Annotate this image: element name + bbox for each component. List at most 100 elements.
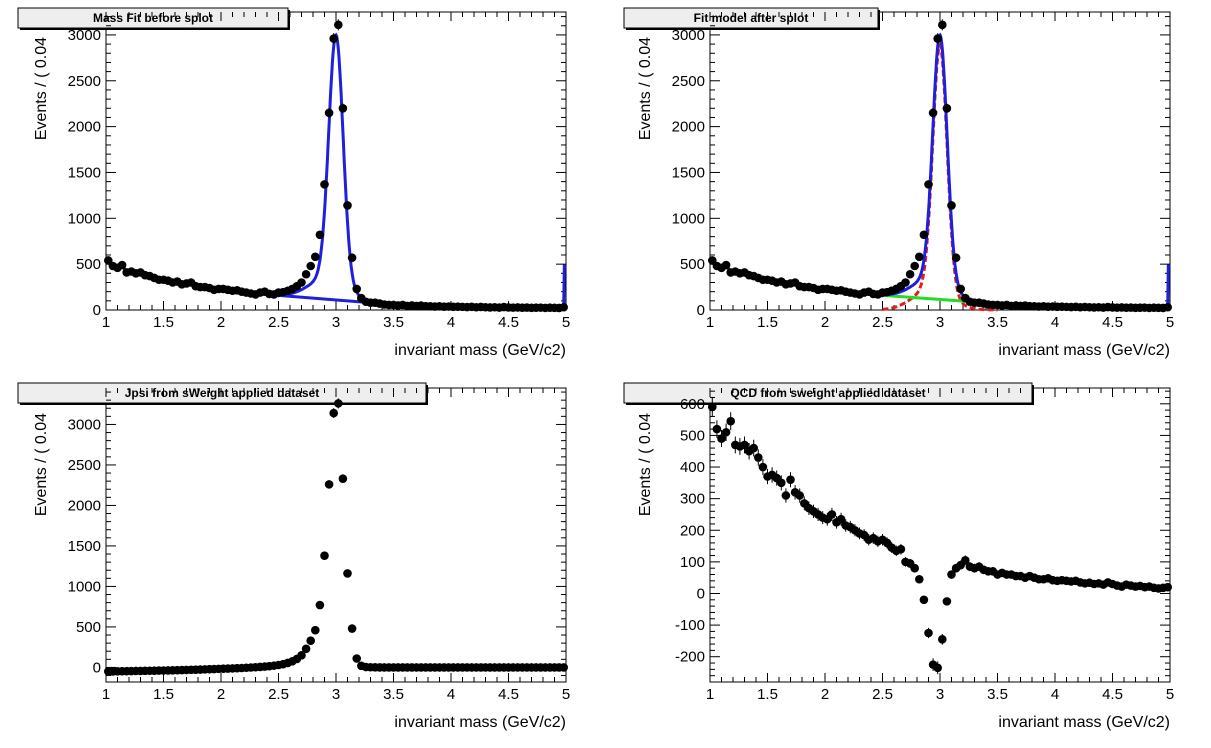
y-tick-label: 500 xyxy=(680,427,705,444)
y-tick-label: 600 xyxy=(680,396,705,413)
chart-title: QCD from sweight applied dataset xyxy=(730,386,925,400)
data-point xyxy=(334,399,343,408)
data-point xyxy=(942,597,952,606)
data-point xyxy=(938,635,947,644)
x-tick-label: 2 xyxy=(821,686,829,703)
data-point xyxy=(951,253,961,263)
chart-panel-3: Jpsi from sWeight applied dataset 1 1.5 2 2.… xyxy=(17,382,570,731)
y-tick-label: 1000 xyxy=(68,210,101,227)
data-point xyxy=(559,302,568,312)
data-point xyxy=(712,424,722,434)
x-tick-label: 3.5 xyxy=(987,686,1008,703)
data-point xyxy=(919,230,929,240)
y-tick-label: 2500 xyxy=(68,457,101,474)
y-tick-label: 3000 xyxy=(68,27,101,44)
data-point xyxy=(827,510,837,519)
plot-frame xyxy=(709,387,1171,683)
x-tick-label: 3.5 xyxy=(383,686,404,703)
data-point xyxy=(786,475,795,484)
data-point xyxy=(915,252,924,262)
chart-title: Mass Fit before splot xyxy=(93,11,213,25)
data-point xyxy=(311,252,320,262)
data-point xyxy=(901,278,910,287)
data-point xyxy=(777,478,786,488)
y-axis-label: Events / ( 0.04 xyxy=(33,37,50,140)
data-point xyxy=(938,20,947,30)
data-point xyxy=(329,408,339,418)
plot-frame xyxy=(105,387,567,683)
x-tick-label: 2 xyxy=(821,314,829,331)
y-tick-label: 0 xyxy=(697,585,705,602)
data-point xyxy=(347,253,357,263)
x-tick-label: 1.5 xyxy=(757,314,778,331)
chart-title: Fit model after splot xyxy=(694,11,809,25)
x-tick-label: 4 xyxy=(1051,686,1059,703)
x-tick-label: 5 xyxy=(1166,314,1174,331)
chart-title: Jpsi from sWeight applied dataset xyxy=(125,386,319,400)
data-point xyxy=(896,544,906,554)
y-tick-label: 1500 xyxy=(68,164,101,181)
y-tick-label: 200 xyxy=(680,522,705,539)
data-point xyxy=(306,636,316,645)
data-point xyxy=(117,260,127,270)
data-point xyxy=(1163,302,1172,312)
data-point xyxy=(781,491,791,500)
data-point xyxy=(352,654,362,663)
data-point xyxy=(924,180,933,189)
x-tick-label: 4 xyxy=(1051,314,1059,331)
data-point xyxy=(315,600,325,610)
y-tick-label: 0 xyxy=(697,302,705,319)
plot-frame xyxy=(709,11,1171,311)
y-tick-label: 2500 xyxy=(672,73,705,90)
data-point xyxy=(301,269,311,279)
x-tick-label: 4.5 xyxy=(1102,314,1123,331)
y-tick-label: -100 xyxy=(675,617,705,634)
x-tick-label: 3.5 xyxy=(383,314,404,331)
x-tick-label: 3 xyxy=(332,314,340,331)
x-axis-label: invariant mass (GeV/c2) xyxy=(998,342,1170,359)
data-point xyxy=(343,201,352,210)
data-point xyxy=(956,284,965,294)
data-point xyxy=(1163,582,1172,592)
data-point xyxy=(559,663,568,672)
data-point xyxy=(721,260,731,270)
x-tick-label: 4.5 xyxy=(498,686,519,703)
y-tick-label: 500 xyxy=(76,619,101,636)
y-tick-label: 100 xyxy=(680,554,705,571)
y-tick-label: 300 xyxy=(680,491,705,508)
signal-fit-curve xyxy=(882,42,998,312)
y-tick-label: 3000 xyxy=(68,416,101,433)
y-tick-label: 3000 xyxy=(672,27,705,44)
x-tick-label: 3.5 xyxy=(987,314,1008,331)
data-point xyxy=(320,180,329,189)
data-point xyxy=(708,402,717,412)
x-tick-label: 1 xyxy=(706,686,714,703)
y-tick-label: 2000 xyxy=(672,119,705,136)
x-axis-label: invariant mass (GeV/c2) xyxy=(394,714,566,731)
data-point xyxy=(758,462,768,472)
x-tick-label: 5 xyxy=(562,686,570,703)
data-point xyxy=(306,261,316,271)
data-point xyxy=(726,416,735,426)
data-point xyxy=(301,644,311,654)
y-tick-label: 500 xyxy=(76,256,101,273)
y-tick-label: 2000 xyxy=(68,497,101,514)
x-tick-label: 1 xyxy=(706,314,714,331)
y-tick-label: 1500 xyxy=(68,538,101,555)
y-tick-label: 0 xyxy=(93,302,101,319)
y-tick-label: 0 xyxy=(93,659,101,676)
data-point xyxy=(795,491,804,500)
x-tick-label: 1 xyxy=(102,314,110,331)
data-point xyxy=(740,440,749,450)
data-point xyxy=(933,34,942,43)
y-axis-label: Events / ( 0.04 xyxy=(33,413,50,516)
data-point xyxy=(320,551,329,560)
title-box xyxy=(623,7,879,29)
data-point xyxy=(933,663,942,673)
y-tick-label: 400 xyxy=(680,459,705,476)
x-tick-label: 3 xyxy=(936,686,944,703)
data-point xyxy=(721,427,731,437)
chart-panel-4: QCD from sweight applied dataset 1 1.5 2 2.5… xyxy=(623,382,1174,731)
y-tick-label: 1000 xyxy=(672,210,705,227)
